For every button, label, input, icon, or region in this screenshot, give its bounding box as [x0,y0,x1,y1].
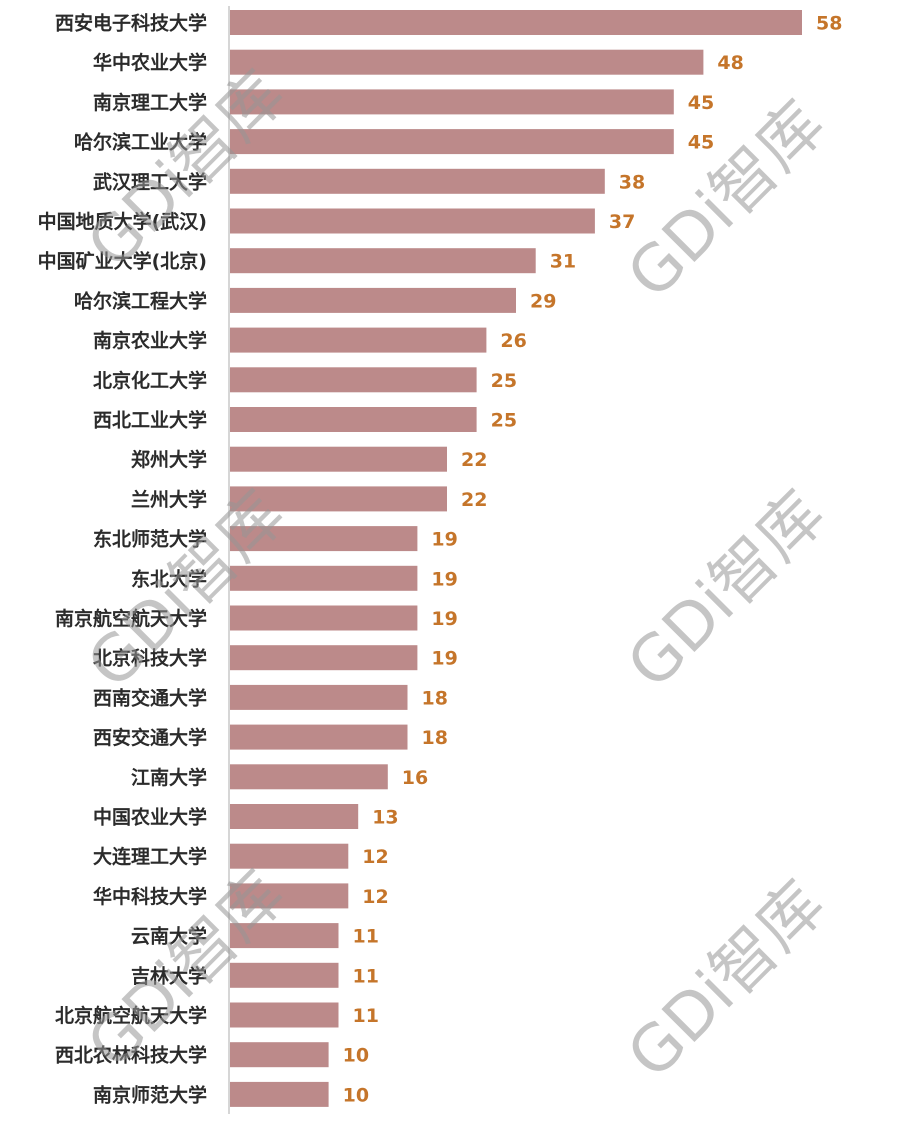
category-label: 云南大学 [131,925,207,948]
bar [230,89,674,115]
bar [230,486,447,512]
value-label: 29 [530,290,556,312]
category-label: 兰州大学 [131,488,207,511]
category-label: 郑州大学 [131,448,207,471]
value-label: 13 [372,807,398,829]
bar [230,446,447,472]
value-label: 25 [491,370,517,392]
value-label: 45 [688,92,714,114]
category-label: 中国矿业大学(北京) [38,250,207,273]
value-label: 19 [431,568,457,590]
bar [230,327,487,353]
bar [230,129,674,155]
bar [230,1081,329,1107]
category-label: 哈尔滨工业大学 [74,131,207,154]
bar [230,49,704,75]
category-label: 西安电子科技大学 [55,12,207,35]
category-label: 华中农业大学 [93,51,207,74]
category-label: 南京师范大学 [93,1083,207,1106]
category-label: 中国农业大学 [93,806,207,829]
bar [230,1042,329,1068]
bar [230,883,349,909]
value-label: 10 [343,1045,369,1067]
bar [230,962,339,988]
value-label: 12 [362,886,388,908]
value-label: 11 [353,926,379,948]
category-label: 西北工业大学 [93,409,207,432]
value-label: 26 [500,330,526,352]
category-label: 北京科技大学 [93,647,207,670]
bar [230,168,605,194]
bar [230,804,359,829]
bar [230,843,349,869]
category-label: 西安交通大学 [93,726,207,749]
value-label: 22 [461,489,487,511]
value-label: 12 [362,846,388,868]
value-label: 19 [431,648,457,670]
bar [230,208,595,234]
category-label: 西北农林科技大学 [55,1044,207,1067]
category-label: 南京航空航天大学 [55,607,207,630]
category-label: 东北师范大学 [93,528,207,551]
bar [230,367,477,393]
category-label: 华中科技大学 [93,885,207,908]
category-label: 南京农业大学 [93,329,207,352]
value-label: 18 [422,687,448,709]
bar [230,1002,339,1028]
bar [230,645,418,671]
bar [230,565,418,591]
bars-group: 西安电子科技大学 58 华中农业大学 48 南京理工大学 45 哈尔滨工业大学 45 武汉理工大… [38,10,842,1107]
category-label: 西南交通大学 [93,686,207,709]
value-label: 25 [491,410,517,432]
category-label: 南京理工大学 [93,91,207,114]
category-label: 大连理工大学 [93,845,207,868]
category-label: 北京化工大学 [93,369,207,392]
value-label: 31 [550,251,576,273]
value-label: 22 [461,449,487,471]
value-label: 38 [619,171,645,193]
bar [230,923,339,949]
category-label: 中国地质大学(武汉) [38,210,207,233]
bar [230,248,536,274]
category-label: 东北大学 [131,567,207,590]
value-label: 48 [717,52,743,74]
bar [230,724,408,750]
category-label: 吉林大学 [131,964,207,987]
value-label: 16 [402,767,428,789]
bar [230,10,802,35]
value-label: 18 [422,727,448,749]
value-label: 19 [431,529,457,551]
bar [230,407,477,432]
value-label: 37 [609,211,635,233]
bar [230,764,388,790]
value-label: 58 [816,13,842,35]
bar [230,605,418,631]
value-label: 19 [431,608,457,630]
bar [230,684,408,710]
value-label: 45 [688,132,714,154]
category-label: 北京航空航天大学 [55,1004,207,1027]
value-label: 10 [343,1084,369,1106]
bar [230,526,418,552]
category-label: 武汉理工大学 [93,170,207,193]
category-label: 哈尔滨工程大学 [74,289,207,312]
category-label: 江南大学 [131,766,207,789]
bar [230,287,516,313]
value-label: 11 [353,1005,379,1027]
value-label: 11 [353,965,379,987]
